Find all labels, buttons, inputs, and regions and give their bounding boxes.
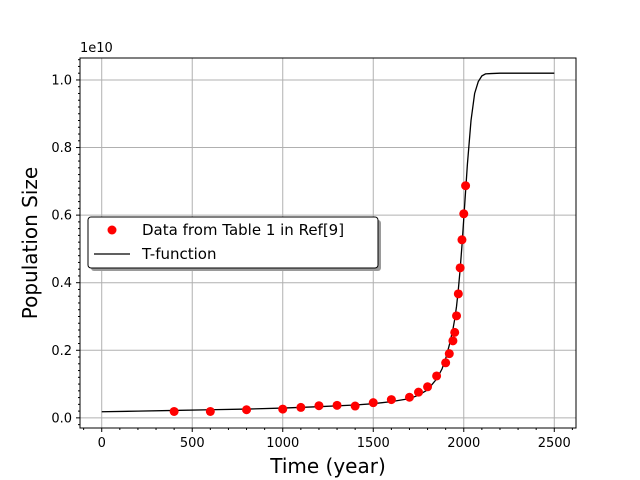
data-point [350, 401, 360, 411]
legend-marker-data [107, 225, 117, 235]
y-tick-label: 1.0 [51, 73, 72, 88]
legend-box [87, 216, 379, 269]
data-point [441, 358, 451, 368]
data-point [278, 404, 288, 414]
data-point [450, 327, 460, 337]
data-point [386, 395, 396, 405]
data-point [404, 392, 414, 402]
t-function-line [101, 72, 555, 413]
data-point [169, 406, 179, 416]
legend: Data from Table 1 in Ref[9] T-function [87, 216, 381, 271]
data-point [461, 181, 471, 191]
y-tick-label: 0.8 [51, 141, 72, 156]
data-point [423, 382, 433, 392]
x-axis-label: Time (year) [269, 454, 386, 478]
data-point [457, 235, 467, 245]
y-tick-label: 0.4 [51, 276, 72, 291]
y-tick-label: 0.0 [51, 411, 72, 426]
data-point [452, 311, 462, 321]
x-tick-label: 2500 [538, 436, 571, 451]
axis-ticks: 0 500 1000 1500 2000 2500 0.0 0.2 0.4 0.6 0.8 1.0 [51, 59, 573, 451]
series-layer [101, 72, 555, 416]
x-tick-label: 1000 [266, 436, 299, 451]
data-point [205, 406, 215, 416]
y-axis-label: Population Size [18, 167, 42, 320]
data-point [332, 400, 342, 410]
data-point [444, 349, 454, 359]
data-point [448, 336, 458, 346]
y-offset-label: 1e10 [80, 41, 113, 56]
plot-frame [79, 57, 577, 429]
x-tick-label: 2000 [447, 436, 480, 451]
y-tick-label: 0.2 [51, 344, 72, 359]
data-point [432, 371, 442, 381]
data-point [453, 289, 463, 299]
data-point [242, 405, 252, 415]
x-tick-label: 0 [98, 436, 106, 451]
data-point [414, 387, 424, 397]
data-point [314, 401, 324, 411]
data-point [296, 402, 306, 412]
x-tick-label: 1500 [357, 436, 390, 451]
legend-label-data: Data from Table 1 in Ref[9] [142, 221, 344, 239]
legend-label-t-function: T-function [141, 245, 216, 263]
x-tick-label: 500 [180, 436, 205, 451]
data-point [459, 209, 469, 219]
data-point [368, 398, 378, 408]
y-tick-label: 0.6 [51, 209, 72, 224]
data-point [455, 263, 465, 273]
